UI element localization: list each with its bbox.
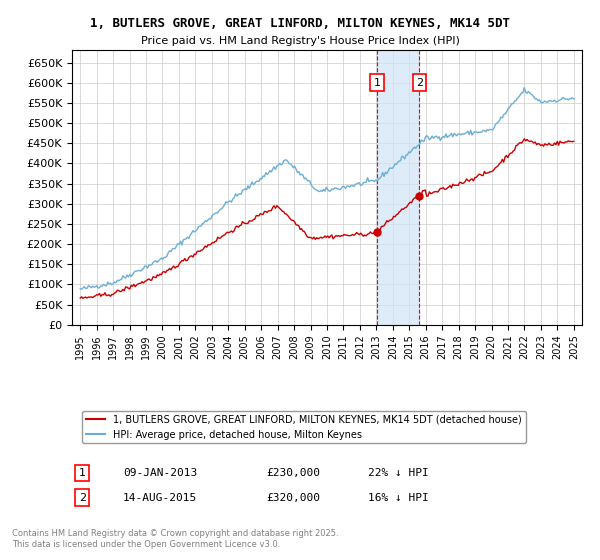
Text: 16% ↓ HPI: 16% ↓ HPI bbox=[368, 493, 428, 503]
Text: 14-AUG-2015: 14-AUG-2015 bbox=[123, 493, 197, 503]
Text: 1: 1 bbox=[79, 468, 86, 478]
Legend: 1, BUTLERS GROVE, GREAT LINFORD, MILTON KEYNES, MK14 5DT (detached house), HPI: : 1, BUTLERS GROVE, GREAT LINFORD, MILTON … bbox=[82, 411, 526, 444]
Text: Contains HM Land Registry data © Crown copyright and database right 2025.
This d: Contains HM Land Registry data © Crown c… bbox=[12, 529, 338, 549]
Text: £230,000: £230,000 bbox=[266, 468, 320, 478]
Text: 1: 1 bbox=[373, 78, 380, 88]
Text: £320,000: £320,000 bbox=[266, 493, 320, 503]
Text: 1, BUTLERS GROVE, GREAT LINFORD, MILTON KEYNES, MK14 5DT: 1, BUTLERS GROVE, GREAT LINFORD, MILTON … bbox=[90, 17, 510, 30]
Text: 2: 2 bbox=[416, 78, 423, 88]
Text: Price paid vs. HM Land Registry's House Price Index (HPI): Price paid vs. HM Land Registry's House … bbox=[140, 36, 460, 46]
Text: 2: 2 bbox=[79, 493, 86, 503]
Text: 09-JAN-2013: 09-JAN-2013 bbox=[123, 468, 197, 478]
Text: 22% ↓ HPI: 22% ↓ HPI bbox=[368, 468, 428, 478]
Bar bbox=[377, 50, 419, 325]
